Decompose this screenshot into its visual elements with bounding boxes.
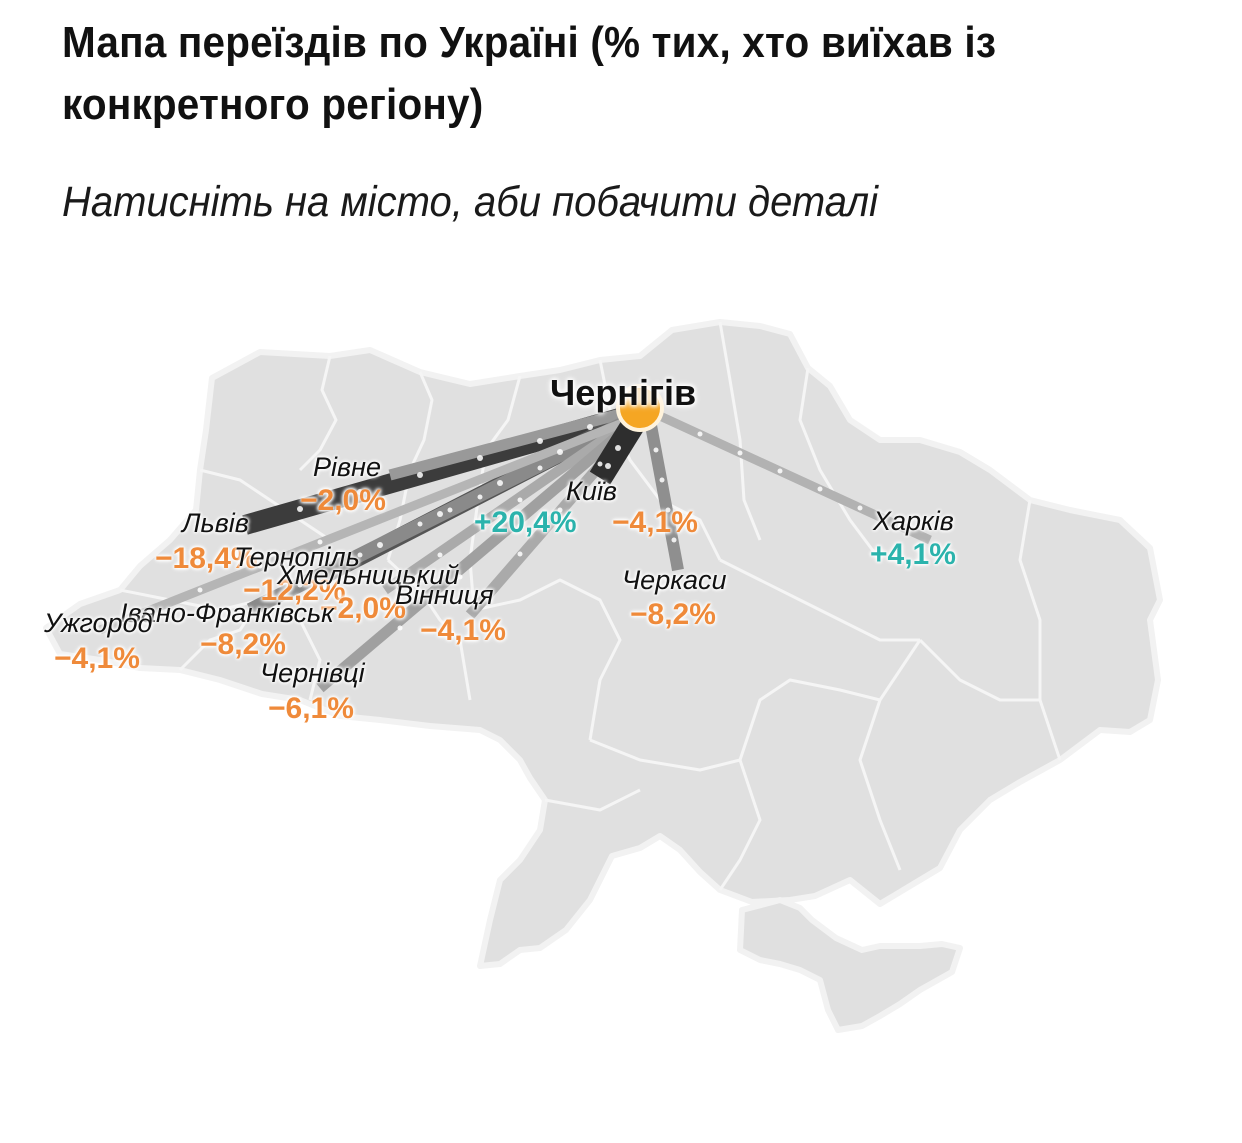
city-label-vinnytsia[interactable]: Вінниця [395,580,494,610]
crimea-outline [737,897,963,1033]
flow-kharkiv [658,411,932,545]
value-kharkiv: +4,1% [870,538,956,571]
flow-dots [197,424,903,631]
value-kyiv-region: −4,1% [612,506,698,539]
city-label-kyiv[interactable]: Київ [566,476,618,506]
origin-label[interactable]: Чернігів [550,372,697,413]
flow-chernivtsi [316,417,638,693]
value-uzhhorod: −4,1% [54,642,140,675]
page-title: Мапа переїздів по Україні (% тих, хто ви… [62,18,997,129]
city-label-khmelnytskyi[interactable]: Хмельницький [277,560,460,590]
value-ivano-frankivsk: −8,2% [200,628,286,661]
value-kyiv: +20,4% [474,506,577,539]
flow-rivne [388,406,630,481]
value-khmelnytskyi: −2,0% [320,592,406,625]
city-label-ivano-frankivsk[interactable]: Івано-Франківськ [120,598,334,628]
page-subtitle: Натисніть на місто, аби побачити деталі [62,178,878,226]
city-label-lviv[interactable]: Львів [182,508,249,538]
flow-cherkasy [644,418,684,572]
flow-khmelnytskyi [382,415,635,595]
region-borders [119,321,1062,891]
city-label-cherkasy[interactable]: Черкаси [622,565,727,595]
flow-uzhhorod [98,415,632,635]
city-label-ternopil[interactable]: Тернопіль [234,542,360,572]
value-vinnytsia: −4,1% [420,614,506,647]
value-cherkasy: −8,2% [630,598,716,631]
value-chernivtsi: −6,1% [268,692,354,725]
city-label-kharkiv[interactable]: Харків [873,506,954,536]
city-label-uzhhorod[interactable]: Ужгород [44,608,153,638]
value-ternopil: −12,2% [243,574,346,607]
city-label-chernivtsi[interactable]: Чернівці [260,658,365,688]
origin-marker[interactable] [616,384,664,432]
city-label-rivne[interactable]: Рівне [313,452,381,482]
value-lviv: −18,4% [155,542,258,575]
value-rivne: −2,0% [300,484,386,517]
